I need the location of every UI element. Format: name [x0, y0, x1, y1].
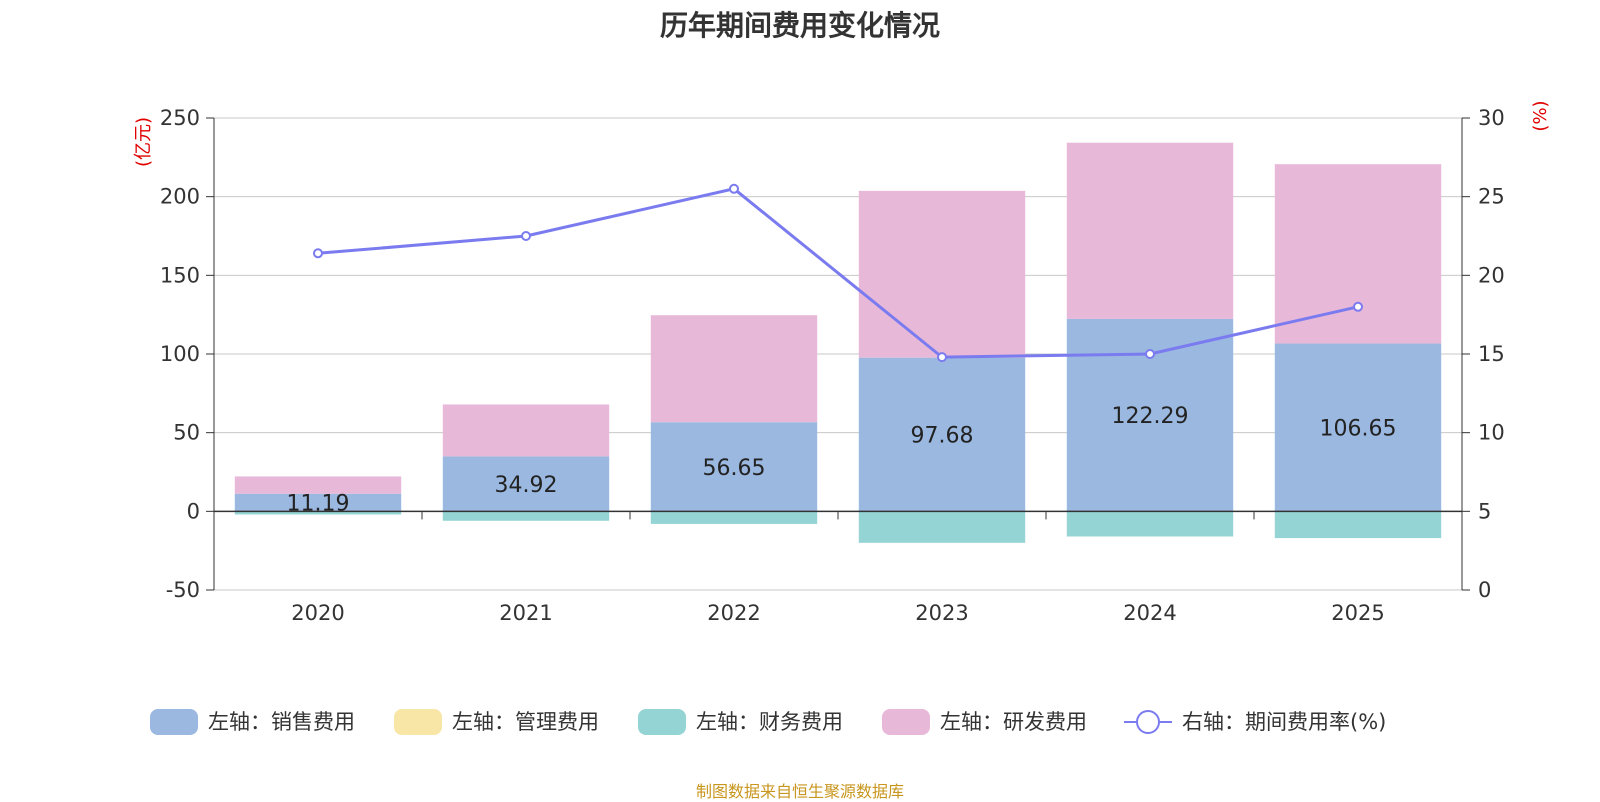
x-axis-tick-label: 2022	[707, 601, 760, 625]
right-axis-tick-label: 30	[1478, 106, 1505, 130]
bar-segment	[1066, 511, 1234, 537]
left-axis-tick-label: 50	[173, 421, 200, 445]
x-axis-tick-label: 2023	[915, 601, 968, 625]
left-axis-tick-label: 100	[160, 342, 200, 366]
right-axis-unit-label: (%)	[1530, 100, 1551, 131]
left-axis-unit-label: (亿元)	[133, 117, 154, 167]
rate-point	[937, 352, 947, 363]
rate-line	[317, 187, 1359, 359]
bar-segment	[858, 357, 1026, 512]
left-axis-tick-label: 150	[160, 263, 200, 287]
bar-segment	[650, 511, 818, 524]
bar-segment	[1274, 164, 1442, 344]
right-axis-tick-label: 5	[1478, 499, 1491, 523]
rate-point	[1353, 301, 1363, 312]
legend-label: 左轴：销售费用	[208, 710, 355, 734]
bar-segment	[1274, 511, 1442, 539]
chart-title: 历年期间费用变化情况	[659, 9, 940, 42]
legend-label: 左轴：管理费用	[452, 710, 599, 734]
bar-segment	[442, 511, 610, 521]
legend-label: 左轴：研发费用	[940, 710, 1087, 734]
data-label: 11.19	[287, 492, 350, 517]
data-label: 34.92	[495, 473, 558, 498]
bar-segment	[1066, 142, 1234, 319]
bar-segment	[234, 493, 402, 512]
bar-segment	[858, 190, 1026, 358]
bar-segment	[1274, 343, 1442, 512]
bar-segment	[650, 315, 818, 423]
legend-label: 左轴：财务费用	[696, 710, 843, 734]
data-label: 122.29	[1112, 404, 1189, 429]
bar-segment	[234, 476, 402, 494]
data-label: 106.65	[1320, 416, 1397, 441]
bar-segment	[442, 404, 610, 457]
right-axis-tick-label: 10	[1478, 421, 1505, 445]
x-axis-tick-label: 2020	[291, 601, 344, 625]
legend-swatch	[150, 709, 198, 735]
legend-swatch-marker	[1136, 710, 1160, 734]
left-axis-tick-label: 0	[187, 499, 200, 523]
rate-point	[729, 183, 739, 194]
right-axis-tick-label: 25	[1478, 185, 1505, 209]
x-axis-tick-label: 2025	[1331, 601, 1384, 625]
right-axis-tick-label: 0	[1478, 578, 1491, 602]
bar-segment	[234, 511, 402, 515]
x-axis-tick-label: 2024	[1123, 601, 1176, 625]
bar-segment	[442, 456, 610, 512]
rate-point	[1145, 349, 1155, 359]
bar-segment	[650, 422, 818, 512]
left-axis-tick-label: -50	[166, 578, 200, 602]
legend-swatch	[638, 709, 686, 735]
legend-label: 右轴：期间费用率(%)	[1182, 710, 1386, 734]
data-label: 97.68	[911, 423, 974, 448]
x-axis-tick-label: 2021	[499, 601, 552, 625]
data-label: 56.65	[703, 456, 766, 481]
left-axis-tick-label: 200	[160, 185, 200, 209]
source-note: 制图数据来自恒生聚源数据库	[695, 782, 904, 801]
bar-segment	[858, 511, 1026, 543]
legend-swatch	[882, 709, 930, 735]
legend-swatch	[394, 709, 442, 735]
right-axis-tick-label: 15	[1478, 342, 1505, 366]
right-axis-tick-label: 20	[1478, 263, 1505, 287]
rate-point	[313, 248, 323, 259]
left-axis-tick-label: 250	[160, 106, 200, 130]
rate-point	[521, 231, 531, 241]
